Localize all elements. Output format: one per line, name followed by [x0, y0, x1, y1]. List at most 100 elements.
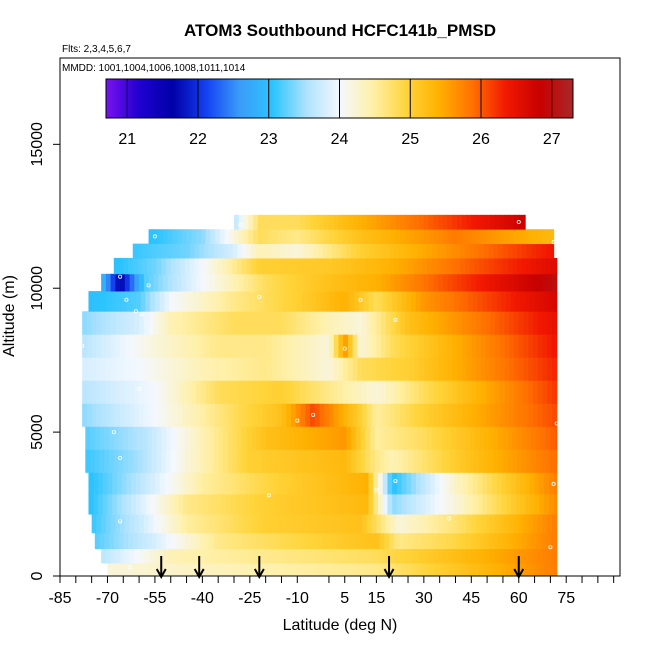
heatmap-cell — [395, 357, 401, 381]
heatmap-cell — [384, 258, 390, 275]
heatmap-cell — [276, 380, 283, 404]
heatmap-cell — [162, 273, 169, 292]
heatmap-cell — [284, 426, 290, 450]
heatmap-cell — [419, 214, 425, 230]
heatmap-cell — [120, 380, 126, 404]
heatmap-cell — [517, 426, 523, 450]
heatmap-cell — [97, 472, 104, 495]
heatmap-cell — [290, 357, 297, 381]
heatmap-cell — [417, 449, 423, 473]
colorbar-label: 26 — [472, 131, 490, 148]
heatmap-cell — [139, 514, 145, 534]
heatmap-cell — [178, 563, 184, 577]
x-tick-label: -85 — [48, 590, 71, 607]
heatmap-cell — [493, 426, 499, 450]
heatmap-cell — [366, 380, 373, 404]
heatmap-cell — [438, 334, 444, 358]
heatmap-cell — [457, 311, 463, 335]
heatmap-cell — [509, 514, 515, 534]
heatmap-cell — [265, 426, 271, 450]
heatmap-cell — [194, 449, 200, 473]
heatmap-cell — [295, 380, 302, 404]
heatmap-cell — [550, 426, 556, 450]
heatmap-cell — [245, 563, 251, 577]
heatmap-cell — [129, 357, 135, 381]
heatmap-cell — [129, 403, 135, 427]
heatmap-cell — [460, 532, 466, 550]
heatmap-cell — [379, 258, 385, 275]
heatmap-cell — [514, 229, 520, 245]
heatmap-cell — [365, 426, 371, 450]
heatmap-cell — [532, 548, 539, 564]
heatmap-cell — [496, 291, 502, 312]
heatmap-cell — [400, 514, 406, 534]
heatmap-cell — [121, 472, 128, 495]
heatmap-cell — [370, 426, 376, 450]
heatmap-cell — [509, 214, 515, 230]
heatmap-cell — [438, 514, 444, 534]
heatmap-cell — [124, 380, 131, 404]
heatmap-cell — [335, 472, 341, 495]
heatmap-cell — [412, 243, 419, 259]
heatmap-cell — [422, 532, 428, 550]
heatmap-cell — [510, 493, 517, 515]
heatmap-cell — [207, 291, 213, 312]
heatmap-cell — [249, 493, 256, 515]
heatmap-cell — [276, 214, 283, 230]
heatmap-cell — [485, 403, 491, 427]
heatmap-cell — [434, 563, 441, 577]
heatmap-cell — [135, 291, 142, 312]
heatmap-cell — [286, 357, 292, 381]
heatmap-cell — [86, 380, 93, 404]
heatmap-cell — [376, 273, 382, 292]
heatmap-cell — [311, 291, 317, 312]
heatmap-cell — [472, 563, 479, 577]
heatmap-cell — [531, 532, 537, 550]
sample-marker — [133, 309, 138, 314]
heatmap-cell — [123, 532, 129, 550]
heatmap-cell — [137, 258, 143, 275]
heatmap-cell — [514, 273, 520, 292]
heatmap-cell — [248, 514, 254, 534]
heatmap-cell — [442, 273, 449, 292]
heatmap-cell — [109, 426, 115, 450]
heatmap-cell — [385, 514, 392, 534]
heatmap-cell — [275, 243, 281, 259]
heatmap-cell — [476, 403, 482, 427]
heatmap-cell — [393, 426, 400, 450]
heatmap-cell — [338, 214, 344, 230]
heatmap-cell — [115, 514, 121, 534]
heatmap-cell — [300, 380, 306, 404]
heatmap-cell — [347, 514, 354, 534]
heatmap-cell — [403, 258, 409, 275]
heatmap-cell — [229, 273, 235, 292]
heatmap-cell — [281, 357, 287, 381]
heatmap-cell — [389, 258, 395, 275]
heatmap-cell — [358, 493, 365, 515]
heatmap-cell — [366, 229, 373, 245]
sample-marker — [257, 294, 262, 299]
heatmap-cell — [333, 311, 340, 335]
y-tick-label: 10000 — [29, 266, 46, 311]
x-tick-label: 5 — [340, 590, 349, 607]
heatmap-cell — [464, 258, 471, 275]
heatmap-cell — [104, 426, 110, 450]
heatmap-cell — [514, 514, 520, 534]
heatmap-cell — [344, 563, 351, 577]
heatmap-cell — [365, 449, 371, 473]
heatmap-cell — [200, 357, 207, 381]
heatmap-cell — [82, 311, 88, 335]
heatmap-cell — [457, 229, 463, 245]
heatmap-cell — [175, 449, 181, 473]
heatmap-cell — [419, 548, 425, 564]
heatmap-cell — [352, 357, 359, 381]
heatmap-cell — [499, 380, 506, 404]
heatmap-cell — [271, 229, 278, 245]
heatmap-cell — [186, 514, 192, 534]
heatmap-cell — [135, 563, 142, 577]
heatmap-cell — [461, 514, 468, 534]
heatmap-cell — [102, 472, 109, 495]
heatmap-cell — [129, 548, 135, 564]
heatmap-cell — [316, 493, 322, 515]
heatmap-cell — [507, 258, 514, 275]
